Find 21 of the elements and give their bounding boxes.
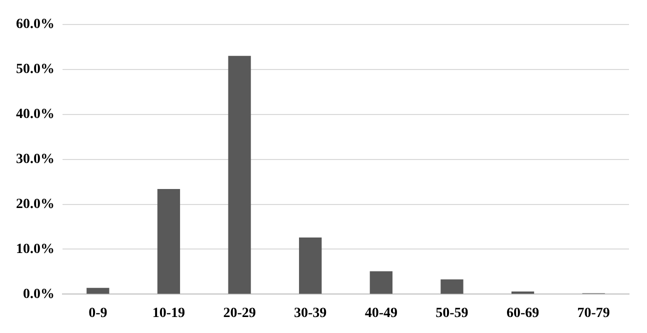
x-tick-label: 50-59: [436, 306, 468, 322]
x-tick-label: 40-49: [364, 306, 398, 322]
y-tick-label: 0.0%: [23, 286, 54, 302]
x-tick-label: 20-29: [223, 306, 256, 322]
bar: [86, 288, 110, 294]
x-tick-label: 10-19: [152, 306, 186, 322]
x-tick-label: 0-9: [88, 306, 108, 322]
bar: [228, 56, 251, 294]
y-tick-label: 40.0%: [16, 106, 54, 122]
y-tick-label: 60.0%: [16, 17, 54, 32]
y-tick-label: 30.0%: [16, 152, 54, 167]
x-tick-label: 70-79: [577, 306, 610, 322]
x-tick-label: 60-69: [506, 306, 540, 322]
bar: [157, 188, 180, 294]
y-tick-label: 50.0%: [16, 62, 54, 77]
y-tick-label: 20.0%: [16, 196, 54, 212]
x-tick-label: 30-39: [294, 306, 327, 322]
bar: [370, 271, 392, 294]
bar: [440, 279, 464, 294]
y-tick-label: 10.0%: [16, 242, 54, 257]
bar: [299, 238, 322, 294]
